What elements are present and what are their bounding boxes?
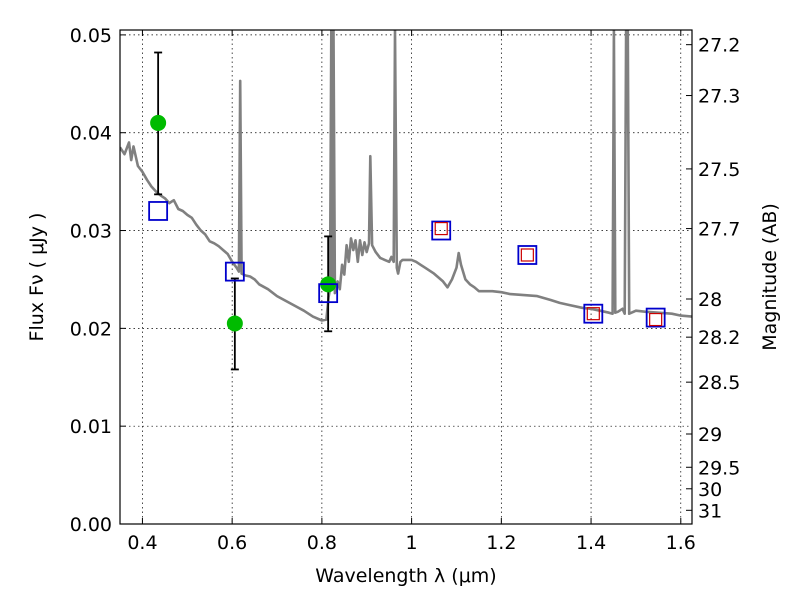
y2-tick-label: 27.3 xyxy=(698,86,740,108)
x-tick-label: 1.2 xyxy=(486,532,516,554)
y2-tick-label: 28.5 xyxy=(698,372,740,394)
y2-tick-label: 28.2 xyxy=(698,327,740,349)
model-photometry-box xyxy=(583,303,604,324)
model-inner-box xyxy=(520,248,534,262)
y2-tick-label: 27.5 xyxy=(698,159,740,181)
model-photometry-box xyxy=(148,201,169,221)
x-tick-label: 1 xyxy=(406,532,418,554)
x-tick-label: 0.6 xyxy=(217,532,247,554)
y2-tick-label: 28 xyxy=(698,289,722,311)
model-photometry-box xyxy=(318,283,339,304)
y2-tick-label: 27.2 xyxy=(698,35,740,57)
y-tick-label: 0.03 xyxy=(70,221,112,243)
model-inner-box xyxy=(586,307,600,321)
model-photometry-box xyxy=(431,220,452,241)
y-tick-label: 0.00 xyxy=(70,514,112,536)
y2-tick-label: 31 xyxy=(698,500,722,522)
model-photometry-box xyxy=(645,307,666,328)
model-inner-box xyxy=(434,221,448,236)
x-tick-label: 1.6 xyxy=(666,532,696,554)
y-axis-label: Flux Fν ( μJy ) xyxy=(26,213,48,342)
y-tick-label: 0.01 xyxy=(70,416,112,438)
grid xyxy=(120,30,692,525)
plot-frame xyxy=(119,29,693,525)
plot-area xyxy=(120,30,692,371)
y2-tick-label: 27.7 xyxy=(698,219,740,241)
y-tick-label: 0.05 xyxy=(70,25,112,47)
model-inner-box xyxy=(649,312,663,327)
y2-axis-label: Magnitude (AB) xyxy=(759,203,781,351)
y-tick-label: 0.04 xyxy=(70,123,112,145)
y2-tick-label: 29 xyxy=(698,424,722,446)
axis-ticks: 0.4 0.6 0.8 1 1.2 1.4 1.6 0.00 0.01 0.02 0.03 0.04 0… xyxy=(70,25,741,554)
x-tick-label: 0.8 xyxy=(307,532,337,554)
model-photometry-box xyxy=(517,245,538,265)
model-photometry-box xyxy=(224,261,245,282)
y2-tick-label: 30 xyxy=(698,479,722,501)
y2-tick-label: 29.5 xyxy=(698,457,740,479)
x-tick-label: 1.4 xyxy=(576,532,606,554)
observed-data-point xyxy=(150,114,167,131)
x-axis-label: Wavelength λ (μm) xyxy=(315,565,496,587)
observed-data-point xyxy=(226,315,243,332)
x-tick-label: 0.4 xyxy=(127,532,157,554)
template-spectrum-line xyxy=(120,30,692,322)
y-tick-label: 0.02 xyxy=(70,318,112,340)
